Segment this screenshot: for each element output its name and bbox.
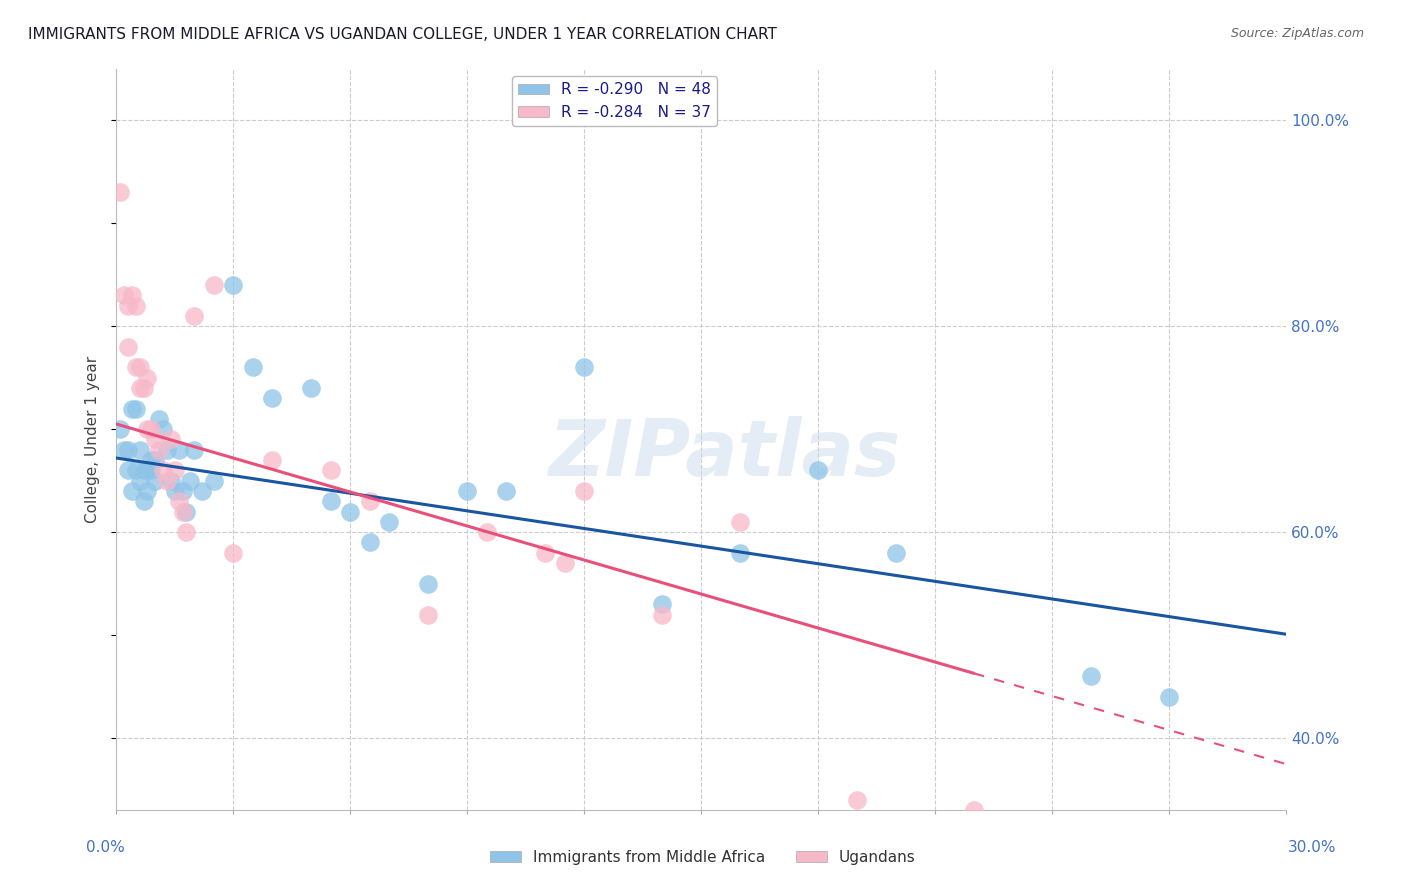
Point bbox=[176, 525, 198, 540]
Y-axis label: College, Under 1 year: College, Under 1 year bbox=[86, 356, 100, 523]
Point bbox=[262, 453, 284, 467]
Point bbox=[125, 401, 148, 416]
Point bbox=[112, 442, 135, 457]
Point bbox=[121, 401, 143, 416]
Point bbox=[495, 483, 517, 498]
Point bbox=[1080, 669, 1102, 683]
Point bbox=[202, 474, 225, 488]
Point bbox=[728, 515, 751, 529]
Point bbox=[183, 309, 205, 323]
Point bbox=[176, 505, 198, 519]
Point bbox=[141, 422, 163, 436]
Point bbox=[108, 422, 131, 436]
Point bbox=[418, 607, 440, 622]
Point bbox=[136, 422, 159, 436]
Point bbox=[117, 442, 139, 457]
Point bbox=[117, 298, 139, 312]
Point bbox=[728, 546, 751, 560]
Point bbox=[132, 463, 155, 477]
Point bbox=[128, 474, 150, 488]
Point bbox=[572, 483, 595, 498]
Point bbox=[121, 288, 143, 302]
Point bbox=[572, 360, 595, 375]
Point bbox=[117, 463, 139, 477]
Point bbox=[148, 412, 170, 426]
Point bbox=[143, 433, 166, 447]
Point bbox=[242, 360, 264, 375]
Point bbox=[963, 804, 986, 818]
Text: 30.0%: 30.0% bbox=[1288, 840, 1336, 855]
Point bbox=[136, 483, 159, 498]
Point bbox=[807, 463, 830, 477]
Point bbox=[183, 442, 205, 457]
Point bbox=[299, 381, 322, 395]
Point bbox=[156, 442, 179, 457]
Point bbox=[125, 463, 148, 477]
Point bbox=[534, 546, 557, 560]
Point bbox=[112, 288, 135, 302]
Point bbox=[141, 463, 163, 477]
Legend: R = -0.290   N = 48, R = -0.284   N = 37: R = -0.290 N = 48, R = -0.284 N = 37 bbox=[512, 76, 717, 126]
Point bbox=[319, 463, 342, 477]
Text: IMMIGRANTS FROM MIDDLE AFRICA VS UGANDAN COLLEGE, UNDER 1 YEAR CORRELATION CHART: IMMIGRANTS FROM MIDDLE AFRICA VS UGANDAN… bbox=[28, 27, 778, 42]
Point bbox=[152, 422, 174, 436]
Text: 0.0%: 0.0% bbox=[86, 840, 125, 855]
Point bbox=[222, 277, 245, 292]
Point bbox=[143, 453, 166, 467]
Point bbox=[222, 546, 245, 560]
Point bbox=[128, 442, 150, 457]
Point bbox=[456, 483, 478, 498]
Text: Source: ZipAtlas.com: Source: ZipAtlas.com bbox=[1230, 27, 1364, 40]
Point bbox=[262, 391, 284, 405]
Point bbox=[141, 453, 163, 467]
Text: ZIPatlas: ZIPatlas bbox=[548, 417, 901, 492]
Point bbox=[359, 494, 381, 508]
Point bbox=[319, 494, 342, 508]
Point bbox=[884, 546, 907, 560]
Point bbox=[132, 381, 155, 395]
Point bbox=[117, 340, 139, 354]
Point bbox=[128, 381, 150, 395]
Point bbox=[163, 463, 186, 477]
Point bbox=[167, 442, 190, 457]
Point bbox=[128, 360, 150, 375]
Point bbox=[179, 474, 201, 488]
Point bbox=[418, 576, 440, 591]
Point bbox=[148, 442, 170, 457]
Point bbox=[152, 463, 174, 477]
Point bbox=[1157, 690, 1180, 704]
Point bbox=[125, 298, 148, 312]
Point bbox=[475, 525, 498, 540]
Point bbox=[554, 556, 576, 570]
Point bbox=[121, 483, 143, 498]
Point bbox=[202, 277, 225, 292]
Point bbox=[136, 370, 159, 384]
Legend: Immigrants from Middle Africa, Ugandans: Immigrants from Middle Africa, Ugandans bbox=[484, 844, 922, 871]
Point bbox=[378, 515, 401, 529]
Point bbox=[156, 474, 179, 488]
Point bbox=[339, 505, 361, 519]
Point bbox=[143, 474, 166, 488]
Point bbox=[132, 494, 155, 508]
Point bbox=[125, 360, 148, 375]
Point bbox=[651, 597, 673, 611]
Point bbox=[846, 793, 869, 807]
Point bbox=[167, 494, 190, 508]
Point bbox=[172, 505, 194, 519]
Point bbox=[163, 483, 186, 498]
Point bbox=[651, 607, 673, 622]
Point bbox=[136, 463, 159, 477]
Point bbox=[160, 433, 183, 447]
Point bbox=[172, 483, 194, 498]
Point bbox=[108, 185, 131, 199]
Point bbox=[359, 535, 381, 549]
Point bbox=[160, 474, 183, 488]
Point bbox=[191, 483, 214, 498]
